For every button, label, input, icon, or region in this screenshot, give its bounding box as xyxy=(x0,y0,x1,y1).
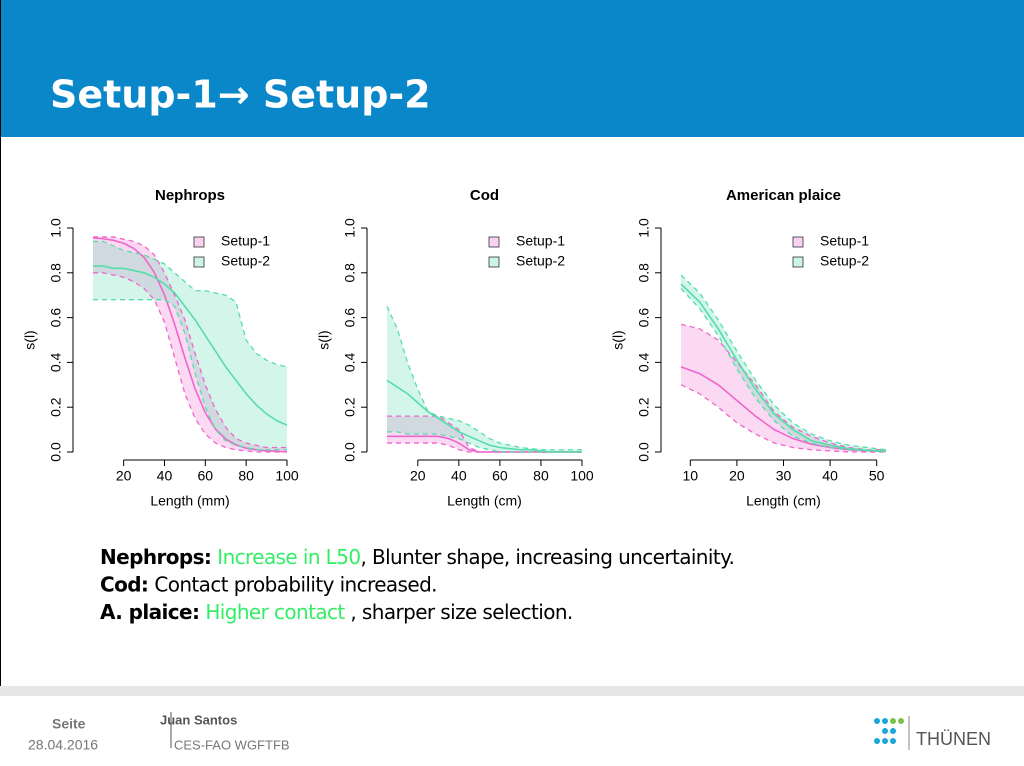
band-edge xyxy=(680,323,886,451)
series-line xyxy=(93,265,288,426)
x-tick-label: 40 xyxy=(157,468,173,484)
x-tick-label: 20 xyxy=(410,468,426,484)
y-tick-label: 0.0 xyxy=(48,442,64,462)
x-tick-label: 60 xyxy=(492,468,508,484)
band-edge xyxy=(680,274,887,451)
note-label: Nephrops: xyxy=(100,545,211,569)
x-tick-label: 50 xyxy=(869,468,885,484)
logo-dots xyxy=(874,718,904,744)
y-tick-label: 0.6 xyxy=(48,308,64,328)
note-label: Cod: xyxy=(100,572,148,596)
x-tick-label: 30 xyxy=(776,468,792,484)
legend-label: Setup-1 xyxy=(516,233,565,249)
chart: American plaice 0.0 0.2 0.4 0.6 0.8 1.0 s(l) 10 2… xyxy=(610,187,887,509)
note-text: , sharper size selection. xyxy=(350,600,572,624)
y-tick-label: 0.4 xyxy=(342,352,358,372)
y-axis-label: s(l) xyxy=(316,330,332,349)
chart: Nephrops 0.0 0.2 0.4 0.6 0.8 1.0 s(l) 20 40 60 80 10… xyxy=(22,187,299,509)
note-text: Higher contact xyxy=(205,600,350,624)
y-axis-label: s(l) xyxy=(610,330,626,349)
band-edge xyxy=(680,288,887,453)
band-edge xyxy=(93,236,287,449)
series-line xyxy=(386,379,582,453)
y-tick-label: 0.2 xyxy=(636,397,652,417)
legend-label: Setup-2 xyxy=(820,253,869,269)
y-tick-label: 0.6 xyxy=(636,308,652,328)
footer-band xyxy=(0,686,1024,696)
legend-swatch xyxy=(488,236,500,248)
footer-author: Juan Santos xyxy=(160,712,237,727)
confidence-band xyxy=(681,324,886,452)
note-line: Cod: Contact probability increased. xyxy=(100,572,437,596)
x-tick-label: 80 xyxy=(533,468,549,484)
footer-page: Seite xyxy=(52,716,86,732)
y-tick-label: 0.2 xyxy=(342,397,358,417)
series-line xyxy=(680,283,887,452)
x-tick-label: 80 xyxy=(238,468,254,484)
x-tick-label: 100 xyxy=(275,468,299,484)
note-label: A. plaice: xyxy=(100,600,199,624)
band-edge xyxy=(680,384,886,453)
series-line xyxy=(92,237,288,453)
confidence-band xyxy=(387,306,582,452)
x-tick-label: 20 xyxy=(116,468,132,484)
x-tick-label: 60 xyxy=(198,468,214,484)
footer-group: CES-FAO WGFTFB xyxy=(174,737,290,752)
note-line: A. plaice: Higher contact , sharper size … xyxy=(100,600,573,624)
legend-swatch xyxy=(792,236,804,248)
legend-label: Setup-2 xyxy=(221,253,270,269)
chart-title: Cod xyxy=(470,187,499,204)
y-tick-label: 0.8 xyxy=(636,263,652,283)
note-text: , Blunter shape, increasing uncertainity… xyxy=(360,545,734,569)
chart: Cod 0.0 0.2 0.4 0.6 0.8 1.0 s(l) 20 40 60 80 100 Leng… xyxy=(316,187,594,509)
slide-title: Setup-1→ Setup-2 xyxy=(50,73,431,117)
header-band xyxy=(0,0,1024,137)
footer-date: 28.04.2016 xyxy=(28,737,98,753)
y-tick-label: 0.4 xyxy=(636,352,652,372)
x-axis-label: Length (mm) xyxy=(150,493,229,509)
x-tick-label: 40 xyxy=(822,468,838,484)
y-tick-label: 0.2 xyxy=(48,397,64,417)
y-tick-label: 0.8 xyxy=(342,263,358,283)
x-axis-label: Length (cm) xyxy=(447,493,522,509)
x-tick-label: 40 xyxy=(451,468,467,484)
note-line: Nephrops: Increase in L50, Blunter shape,… xyxy=(100,545,734,569)
y-tick-label: 1.0 xyxy=(342,218,358,238)
legend-label: Setup-1 xyxy=(221,233,270,249)
note-text: Contact probability increased. xyxy=(154,572,437,596)
legend-swatch xyxy=(488,256,500,268)
band-edge xyxy=(386,306,582,451)
band-edge xyxy=(93,240,288,368)
legend-swatch xyxy=(193,256,205,268)
confidence-band xyxy=(681,275,886,452)
y-tick-label: 0.0 xyxy=(636,442,652,462)
confidence-band xyxy=(93,241,287,450)
y-axis-label: s(l) xyxy=(22,330,38,349)
legend-label: Setup-2 xyxy=(516,253,565,269)
x-axis-label: Length (cm) xyxy=(746,493,821,509)
x-tick-label: 20 xyxy=(729,468,745,484)
y-tick-label: 0.6 xyxy=(342,308,358,328)
x-tick-label: 100 xyxy=(570,468,594,484)
y-tick-label: 1.0 xyxy=(636,218,652,238)
legend-swatch xyxy=(792,256,804,268)
confidence-band xyxy=(93,236,287,452)
note-text: Increase in L50 xyxy=(217,545,360,569)
x-tick-label: 10 xyxy=(683,468,699,484)
chart-title: American plaice xyxy=(726,187,841,204)
legend-swatch xyxy=(193,236,205,248)
legend-label: Setup-1 xyxy=(820,233,869,249)
y-tick-label: 0.8 xyxy=(48,263,64,283)
y-tick-label: 0.4 xyxy=(48,352,64,372)
y-tick-label: 1.0 xyxy=(48,218,64,238)
logo-text: THÜNEN xyxy=(916,729,991,749)
y-tick-label: 0.0 xyxy=(342,442,358,462)
chart-title: Nephrops xyxy=(155,187,225,204)
band-edge xyxy=(93,272,287,453)
